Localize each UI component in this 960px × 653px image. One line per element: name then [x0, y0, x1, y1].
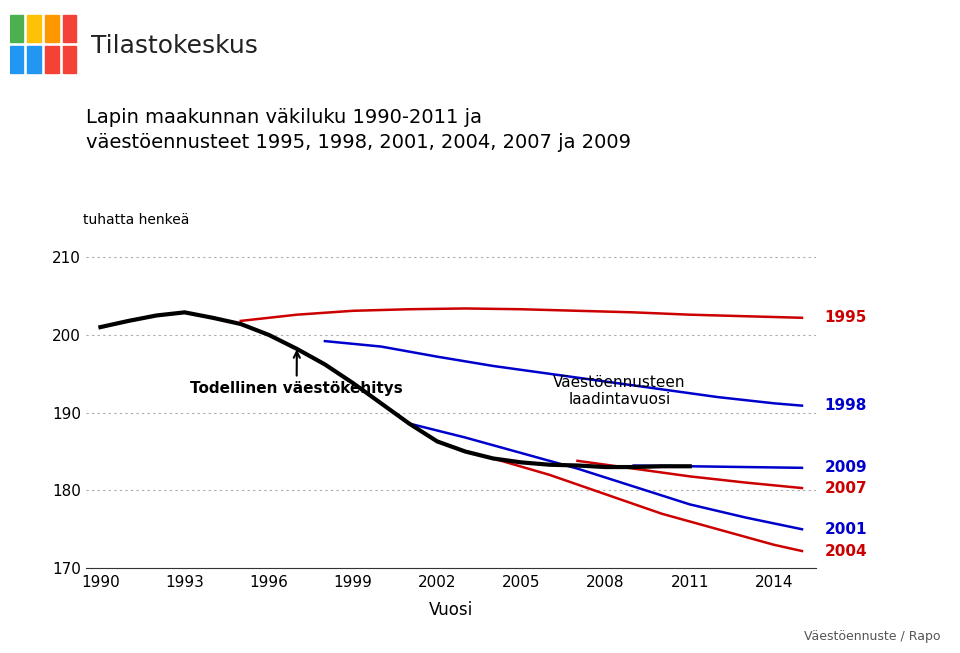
Bar — [45, 15, 59, 42]
X-axis label: Vuosi: Vuosi — [429, 601, 473, 619]
Bar — [62, 15, 77, 42]
Text: 2007: 2007 — [825, 481, 867, 496]
Text: 2009: 2009 — [825, 460, 867, 475]
Bar — [27, 15, 41, 42]
Bar — [45, 46, 59, 73]
Text: Tilastokeskus: Tilastokeskus — [91, 34, 258, 57]
Text: 2001: 2001 — [825, 522, 867, 537]
Text: Todellinen väestökehitys: Todellinen väestökehitys — [190, 352, 403, 396]
Text: tuhatta henkeä: tuhatta henkeä — [83, 213, 189, 227]
Text: Väestöennuste / Rapo: Väestöennuste / Rapo — [804, 630, 941, 643]
Text: 1995: 1995 — [825, 310, 867, 325]
Bar — [10, 46, 23, 73]
Bar — [62, 46, 77, 73]
Text: Väestöennusteen
laadintavuosi: Väestöennusteen laadintavuosi — [553, 375, 685, 407]
Text: 1998: 1998 — [825, 398, 867, 413]
Text: Lapin maakunnan väkiluku 1990-2011 ja
väestöennusteet 1995, 1998, 2001, 2004, 20: Lapin maakunnan väkiluku 1990-2011 ja vä… — [86, 108, 632, 151]
Bar — [27, 46, 41, 73]
Text: 2004: 2004 — [825, 543, 867, 558]
Bar — [10, 15, 23, 42]
